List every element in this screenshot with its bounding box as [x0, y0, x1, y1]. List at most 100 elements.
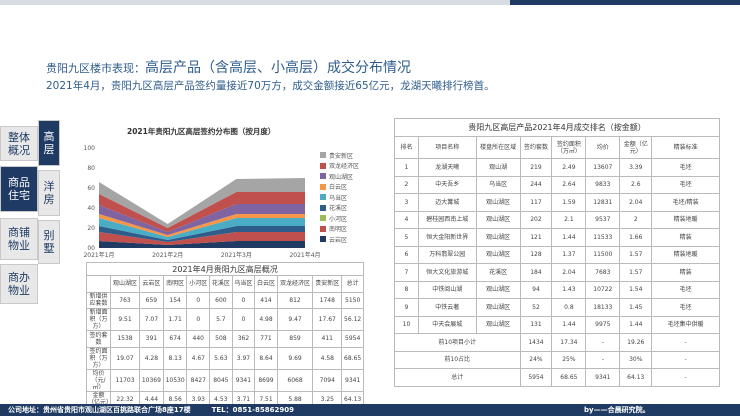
title-prefix: 贵阳九区楼市表现： — [46, 62, 145, 75]
table-cell: 30% — [619, 350, 653, 369]
table-cell: 17.67 — [312, 308, 343, 331]
table-cell: 毛坯 — [651, 298, 720, 317]
table-cell: 24% — [519, 350, 553, 369]
table-cell: 观山湖区 — [475, 298, 521, 317]
table-cell: 659 — [139, 291, 164, 309]
x-tick-label: 2021年3月 — [221, 251, 252, 259]
table-cell: 2.04 — [619, 193, 653, 212]
ranking-table-wrap: 贵阳九区高层产品2021年4月成交排名（按金额） 排名 项目名称 楼盘所在区域 签约套… — [394, 118, 720, 387]
table-row: 6 万科翡翠公园 观山湖区 128 1.37 11500 1.57 精装地暖 — [394, 245, 720, 264]
area-series-3 — [99, 226, 305, 242]
table-cell: 9.51 — [109, 308, 141, 331]
legend-swatch — [320, 173, 326, 180]
table-cell: 56.12 — [341, 308, 364, 331]
table-cell: 202 — [519, 210, 553, 229]
legend-label: 南明区 — [329, 226, 348, 234]
table-cell: - — [651, 333, 720, 352]
nav-office[interactable]: 商办 物业 — [0, 264, 38, 304]
nav-overview[interactable]: 整体 概况 — [0, 126, 38, 161]
table-header-cell: 均价 — [585, 136, 621, 159]
nav-highrise[interactable]: 高层 — [38, 120, 60, 166]
table-cell: 414 — [254, 291, 278, 309]
table-cell: 154 — [162, 291, 188, 309]
table-cell: 8 — [394, 280, 419, 299]
x-tick-label: 2021年1月 — [83, 251, 114, 259]
table-header-cell: 观山湖区 — [109, 275, 141, 293]
table-cell: 0 — [186, 308, 211, 331]
table-row: 新增面积（万方） 9.51 7.07 1.71 0 5.7 0 4.98 9.47 17.67 56… — [86, 308, 364, 331]
table-cell: 2.1 — [551, 210, 587, 229]
legend-item: 贵安新区 — [320, 150, 359, 161]
table-cell: 1.71 — [162, 308, 188, 331]
table-cell: 0 — [231, 291, 256, 309]
legend-item: 观山湖区 — [320, 171, 359, 182]
table-cell: 9341 — [231, 368, 256, 392]
table-cell: 9.47 — [276, 308, 314, 331]
table-cell: 万科翡翠公园 — [417, 245, 477, 264]
table-header-row: 排名 项目名称 楼盘所在区域 签约套数 签约面积（万㎡） 均价 金额（亿元） 精装标准 — [394, 136, 720, 159]
legend-label: 白云区 — [329, 184, 348, 192]
y-tick-label: 100 — [84, 145, 96, 152]
title-main: 高层产品（含高层、小高层）成交分布情况 — [145, 60, 411, 76]
table-cell: 411 — [312, 330, 343, 348]
table-cell: 0 — [186, 291, 211, 309]
table-cell: 观山湖区 — [475, 193, 521, 212]
footer-bar: 公司地址：贵州省贵阳市观山湖区百挑路联合广场8座17楼 TEL：0851-858… — [0, 404, 740, 416]
table-cell: 244 — [519, 175, 553, 194]
nav-shop[interactable]: 商铺 物业 — [0, 218, 38, 260]
table-cell: 总计 — [394, 368, 521, 387]
table-cell: 新增面积（万方） — [86, 308, 111, 331]
table-row: 10 中天会展城 观山湖区 131 1.44 9975 1.44 毛坯集中供暖 — [394, 315, 720, 334]
legend-swatch — [320, 236, 326, 243]
table-cell: 5 — [394, 228, 419, 247]
table-row: 2 中天吾乡 乌当区 244 2.64 9833 2.6 毛坯 — [394, 175, 720, 194]
table-cell: 1.37 — [551, 245, 587, 264]
x-tick-label: 2021年4月 — [289, 251, 320, 259]
table-cell: 观山湖区 — [475, 315, 521, 334]
table-header-cell: 花溪区 — [209, 275, 233, 293]
top-bar-accent — [510, 0, 740, 5]
table-cell: 391 — [139, 330, 164, 348]
table-cell: 8.13 — [162, 346, 188, 370]
nav-villa-house[interactable]: 洋房 — [38, 170, 60, 216]
table-row: 新增供应套数 763 659 154 0 600 0 414 812 1748 5150 — [86, 291, 364, 309]
table-cell: 18133 — [585, 298, 621, 317]
footer-address: 公司地址：贵州省贵阳市观山湖区百挑路联合广场8座17楼 TEL：0851-858… — [8, 406, 294, 414]
table-cell: 5954 — [519, 368, 553, 387]
table-cell: 1.59 — [551, 193, 587, 212]
table-cell: 3.39 — [619, 158, 653, 177]
table-cell: 11703 — [109, 368, 141, 392]
table-cell: 6 — [394, 245, 419, 264]
footer-credit: by——合晨研究院。 — [584, 406, 650, 414]
table-header-cell: 项目名称 — [417, 136, 477, 159]
table-cell: 10530 — [162, 368, 188, 392]
legend-item: 花溪区 — [320, 203, 359, 214]
table-cell: 600 — [209, 291, 233, 309]
nav-villa[interactable]: 别墅 — [38, 220, 60, 264]
table-cell: 1.66 — [619, 228, 653, 247]
table-cell: 68.65 — [341, 346, 364, 370]
table-cell: 859 — [276, 330, 314, 348]
table-cell: 9833 — [585, 175, 621, 194]
legend-swatch — [320, 215, 326, 222]
table-cell: 中铁阅山湖 — [417, 280, 477, 299]
top-bar — [0, 0, 740, 5]
table-cell: 0.8 — [551, 298, 587, 317]
table-cell: 观山湖区 — [475, 245, 521, 264]
table-cell: 观山湖 — [475, 158, 521, 177]
table-cell: 9.69 — [276, 346, 314, 370]
table-cell: 131 — [519, 315, 553, 334]
table-cell: 10722 — [585, 280, 621, 299]
table-cell: 7.07 — [139, 308, 164, 331]
nav-residential[interactable]: 商品 住宅 — [0, 166, 38, 212]
table-cell: 94 — [519, 280, 553, 299]
legend-item: 双龙经济区 — [320, 161, 359, 172]
legend-label: 观山湖区 — [329, 173, 354, 181]
table-cell: 1.44 — [619, 315, 653, 334]
district-table: 观山湖区 云岩区 南明区 小河区 花溪区 乌当区 白云区 双龙经济区 贵安新区 总计 新增供应套数 7… — [86, 275, 364, 408]
table-cell: 1.44 — [551, 228, 587, 247]
table-cell: 25% — [551, 350, 587, 369]
table-cell: 219 — [519, 158, 553, 177]
table-cell: 毛坯 — [651, 158, 720, 177]
